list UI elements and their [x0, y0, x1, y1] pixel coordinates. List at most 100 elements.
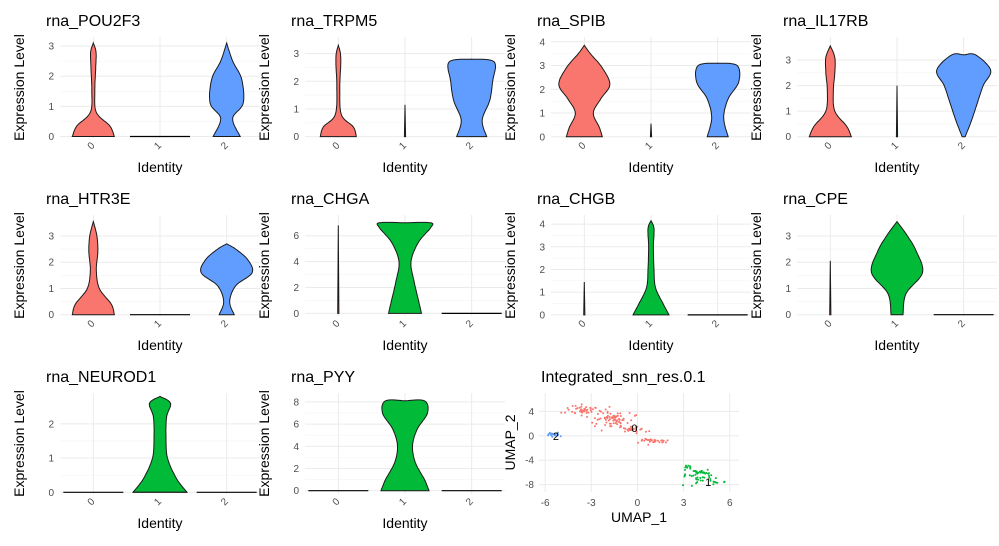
chart-panel-5: 0 2 4 6 0 1 2 rna_CHGA Identity Expression Level [256, 191, 505, 353]
data-point [560, 411, 563, 414]
x-tick-label: 1 [152, 140, 164, 152]
y-axis-label: Expression Level [256, 212, 272, 319]
chart-panel-4: 0 1 2 3 0 1 2 rna_HTR3E Identity Expression Level [11, 191, 260, 353]
x-axis-label: Identity [382, 159, 427, 175]
data-point [634, 426, 637, 429]
x-tick-label: 0 [577, 318, 589, 330]
chart-title: rna_POU2F3 [46, 13, 140, 30]
y-tick-label: 0 [293, 486, 299, 497]
y-tick-label: 4 [528, 407, 534, 418]
data-point [709, 478, 712, 480]
violin-1 [132, 395, 188, 493]
data-point [686, 466, 689, 469]
data-point [648, 430, 651, 433]
data-point [616, 412, 619, 415]
data-point [607, 419, 610, 422]
data-point [723, 481, 726, 484]
x-axis-label: Identity [628, 159, 673, 175]
y-tick-label: 1 [48, 102, 54, 113]
data-point [621, 419, 624, 422]
violin-1 [870, 220, 924, 316]
y-tick-label: 0 [539, 132, 545, 143]
y-axis-label: Expression Level [11, 34, 27, 141]
y-tick-label: 0 [293, 132, 299, 143]
data-point [579, 410, 582, 413]
cluster-0-points [560, 403, 669, 446]
data-point [648, 440, 651, 443]
x-tick-label: 2 [956, 140, 968, 152]
data-point [615, 415, 618, 418]
data-point [628, 427, 631, 430]
data-point [559, 435, 562, 438]
violin-2 [200, 243, 254, 316]
data-point [631, 428, 634, 431]
chart-panel-3: 0 1 2 3 0 1 2 rna_IL17RB Identity Expression Leve… [748, 13, 997, 175]
data-point [684, 468, 686, 471]
data-point [624, 427, 627, 430]
y-tick-label: 0 [539, 310, 545, 321]
data-point [585, 411, 588, 414]
y-tick-label: 1 [785, 107, 791, 118]
data-point [616, 423, 619, 426]
data-point [716, 481, 719, 484]
data-point [616, 419, 619, 422]
data-point [636, 425, 639, 428]
x-tick-label: 0 [635, 498, 641, 509]
x-tick-label: 0 [823, 140, 835, 152]
violin-2 [695, 62, 741, 138]
violin-0 [71, 219, 115, 316]
data-point [624, 430, 626, 433]
data-point [658, 441, 661, 444]
data-point [595, 422, 598, 425]
data-point [614, 419, 617, 422]
y-tick-label: 3 [48, 42, 54, 53]
y-tick-label: 1 [539, 288, 545, 299]
x-tick-label: 1 [889, 140, 901, 152]
x-tick-label: 2 [464, 318, 476, 330]
y-tick-label: 2 [48, 258, 54, 269]
data-point [634, 428, 637, 430]
data-point [547, 433, 550, 436]
data-point [687, 464, 690, 467]
data-point [644, 438, 647, 440]
y-axis-label: UMAP_2 [502, 414, 518, 470]
data-point [708, 474, 710, 477]
data-point [609, 412, 612, 415]
y-tick-label: 1 [785, 284, 791, 295]
data-point [706, 468, 709, 471]
data-point [695, 482, 698, 485]
data-point [566, 407, 569, 409]
x-tick-label: 2 [710, 140, 722, 152]
y-tick-label: 0 [293, 309, 299, 320]
data-point [700, 469, 703, 472]
x-axis-label: Identity [874, 337, 919, 353]
y-tick-label: 2 [293, 77, 299, 88]
y-axis-label: Expression Level [256, 390, 272, 497]
data-point [657, 439, 659, 442]
violin-1 [649, 123, 653, 138]
data-point [608, 416, 611, 418]
data-point [661, 441, 664, 444]
x-tick-label: 1 [152, 496, 164, 508]
x-tick-label: 2 [464, 496, 476, 508]
data-point [618, 418, 621, 421]
y-tick-label: 6 [293, 420, 299, 431]
data-point [573, 411, 576, 414]
violin-0 [558, 44, 611, 138]
data-point [564, 411, 567, 414]
violin-0 [829, 260, 832, 316]
chart-title: rna_HTR3E [46, 191, 130, 208]
data-point [567, 408, 570, 411]
cluster-label-2: 2 [553, 431, 559, 443]
data-point [580, 414, 583, 417]
data-point [605, 416, 608, 419]
y-axis-label: Expression Level [748, 212, 764, 319]
data-point [630, 419, 633, 422]
x-tick-label: 2 [464, 140, 476, 152]
y-axis-label: Expression Level [748, 34, 764, 141]
data-point [612, 414, 615, 417]
violin-2 [935, 53, 992, 138]
data-point [643, 439, 646, 442]
data-point [583, 408, 586, 411]
y-tick-label: 3 [48, 231, 54, 242]
